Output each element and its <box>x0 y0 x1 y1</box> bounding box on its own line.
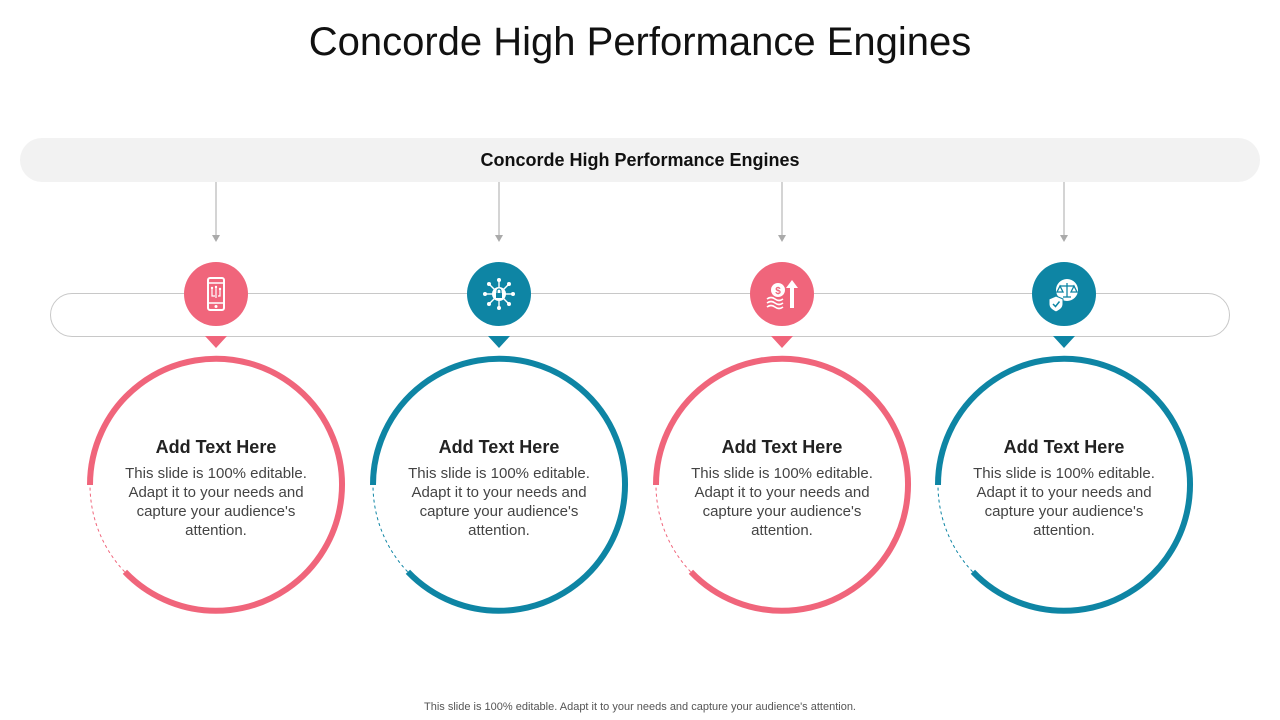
pointer-3 <box>771 336 793 348</box>
page-title: Concorde High Performance Engines <box>308 20 972 64</box>
banner: Concorde High Performance Engines <box>20 138 1260 182</box>
connector-arrow-1 <box>212 182 220 242</box>
step-ring-2 <box>370 355 628 614</box>
step-ring-1 <box>87 355 345 614</box>
step-heading: Add Text Here <box>1003 437 1125 457</box>
connector-arrow-3 <box>778 182 786 242</box>
step-body: This slide is 100% editable. Adapt it to… <box>408 465 590 539</box>
footer-note: This slide is 100% editable. Adapt it to… <box>424 701 856 713</box>
step-body: This slide is 100% editable. Adapt it to… <box>125 465 307 539</box>
money-growth-arrow-icon: $ <box>750 262 814 326</box>
step-card-1: Add Text Here This slide is 100% editabl… <box>116 437 316 540</box>
step-ring-4 <box>935 355 1193 614</box>
shield-scales-icon <box>1032 262 1096 326</box>
timeline-track <box>50 293 1230 337</box>
network-lock-icon <box>467 262 531 326</box>
step-card-2: Add Text Here This slide is 100% editabl… <box>399 437 599 540</box>
connector-arrow-4 <box>1060 182 1068 242</box>
step-heading: Add Text Here <box>721 437 843 457</box>
pointer-2 <box>488 336 510 348</box>
step-ring-3 <box>653 355 911 614</box>
connector-arrow-2 <box>495 182 503 242</box>
svg-text:$: $ <box>775 286 781 297</box>
step-card-3: Add Text Here This slide is 100% editabl… <box>682 437 882 540</box>
step-body: This slide is 100% editable. Adapt it to… <box>973 465 1155 539</box>
pointer-1 <box>205 336 227 348</box>
pointer-4 <box>1053 336 1075 348</box>
step-heading: Add Text Here <box>155 437 277 457</box>
step-body: This slide is 100% editable. Adapt it to… <box>691 465 873 539</box>
step-heading: Add Text Here <box>438 437 560 457</box>
step-card-4: Add Text Here This slide is 100% editabl… <box>964 437 1164 540</box>
banner-label: Concorde High Performance Engines <box>480 149 800 170</box>
smartphone-chip-icon <box>184 262 248 326</box>
